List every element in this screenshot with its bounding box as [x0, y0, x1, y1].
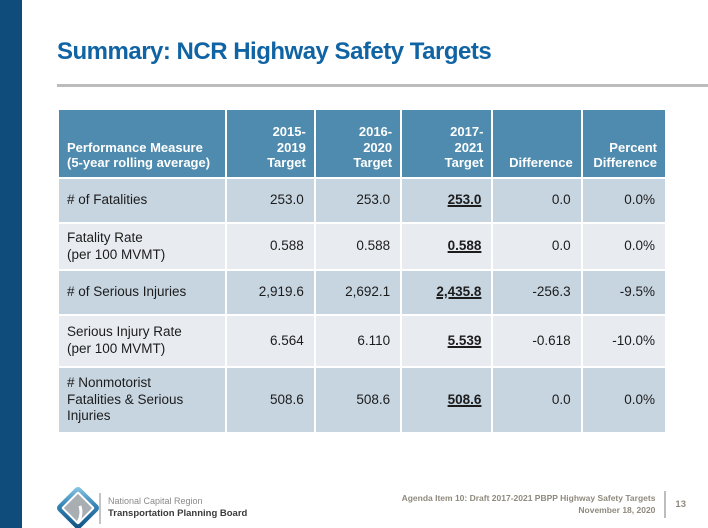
logo-diamond-inner: [61, 491, 95, 525]
cell-value: 0.588: [224, 222, 316, 271]
column-header-performance-measure: Performance Measure (5-year rolling aver…: [57, 108, 227, 179]
cell-value: 0.0: [491, 366, 583, 434]
footer-page-divider: [664, 491, 667, 518]
org-name-line1: National Capital Region: [108, 495, 203, 506]
cell-value-target: 5.539: [400, 314, 494, 368]
column-header-2016-2020-target: 2016- 2020 Target: [313, 108, 403, 179]
cell-value-target: 2,435.8: [400, 269, 494, 316]
agenda-item-line: Agenda Item 10: Draft 2017-2021 PBPP Hig…: [401, 492, 656, 503]
cell-value: 508.6: [313, 366, 403, 434]
slide-accent-bar: [0, 0, 22, 528]
footer-org-text: National Capital Region Transportation P…: [108, 496, 247, 520]
cell-value: 6.564: [224, 314, 316, 368]
cell-value: -10.0%: [580, 314, 668, 368]
cell-value: 0.588: [313, 222, 403, 271]
table-row: Fatality Rate (per 100 MVMT) 0.588 0.588…: [57, 222, 668, 271]
row-label: Serious Injury Rate (per 100 MVMT): [57, 314, 227, 368]
footer-org: National Capital Region Transportation P…: [55, 485, 247, 528]
column-header-2015-2019-target: 2015- 2019 Target: [224, 108, 316, 179]
column-header-difference: Difference: [491, 108, 583, 179]
tpb-logo-icon: [55, 485, 101, 528]
table-row: # of Serious Injuries 2,919.6 2,692.1 2,…: [57, 269, 668, 316]
table-row: Serious Injury Rate (per 100 MVMT) 6.564…: [57, 314, 668, 368]
title-divider: [57, 84, 708, 87]
row-label: # of Fatalities: [57, 177, 227, 224]
cell-value: 508.6: [224, 366, 316, 434]
cell-value-target: 253.0: [400, 177, 494, 224]
table-row: # Nonmotorist Fatalities & Serious Injur…: [57, 366, 668, 434]
cell-value: -256.3: [491, 269, 583, 316]
cell-value: 0.0%: [580, 177, 668, 224]
safety-targets-table-container: Performance Measure (5-year rolling aver…: [57, 108, 668, 434]
table-row: # of Fatalities 253.0 253.0 253.0 0.0 0.…: [57, 177, 668, 224]
cell-value: -9.5%: [580, 269, 668, 316]
cell-value: 253.0: [224, 177, 316, 224]
row-label: # Nonmotorist Fatalities & Serious Injur…: [57, 366, 227, 434]
row-label: Fatality Rate (per 100 MVMT): [57, 222, 227, 271]
cell-value: 0.0%: [580, 222, 668, 271]
row-label: # of Serious Injuries: [57, 269, 227, 316]
page-number: 13: [675, 499, 686, 510]
cell-value: 2,919.6: [224, 269, 316, 316]
cell-value: 0.0: [491, 177, 583, 224]
column-header-2017-2021-target: 2017- 2021 Target: [400, 108, 494, 179]
table-header-row: Performance Measure (5-year rolling aver…: [57, 108, 668, 179]
cell-value: 0.0: [491, 222, 583, 271]
footer-org-divider: [99, 492, 101, 524]
safety-targets-table: Performance Measure (5-year rolling aver…: [57, 108, 668, 434]
logo-diamond-ring: [55, 485, 101, 528]
cell-value-target: 0.588: [400, 222, 494, 271]
column-header-percent-difference: Percent Difference: [580, 108, 668, 179]
logo-swoosh: [61, 491, 90, 525]
cell-value: 253.0: [313, 177, 403, 224]
cell-value: 2,692.1: [313, 269, 403, 316]
agenda-text: Agenda Item 10: Draft 2017-2021 PBPP Hig…: [402, 493, 656, 517]
date-line: November 18, 2020: [578, 504, 656, 515]
footer-meta: Agenda Item 10: Draft 2017-2021 PBPP Hig…: [402, 491, 686, 518]
slide-title: Summary: NCR Highway Safety Targets: [57, 38, 492, 65]
cell-value: 6.110: [313, 314, 403, 368]
cell-value-target: 508.6: [400, 366, 494, 434]
org-name-line2: Transportation Planning Board: [108, 507, 248, 519]
cell-value: -0.618: [491, 314, 583, 368]
cell-value: 0.0%: [580, 366, 668, 434]
